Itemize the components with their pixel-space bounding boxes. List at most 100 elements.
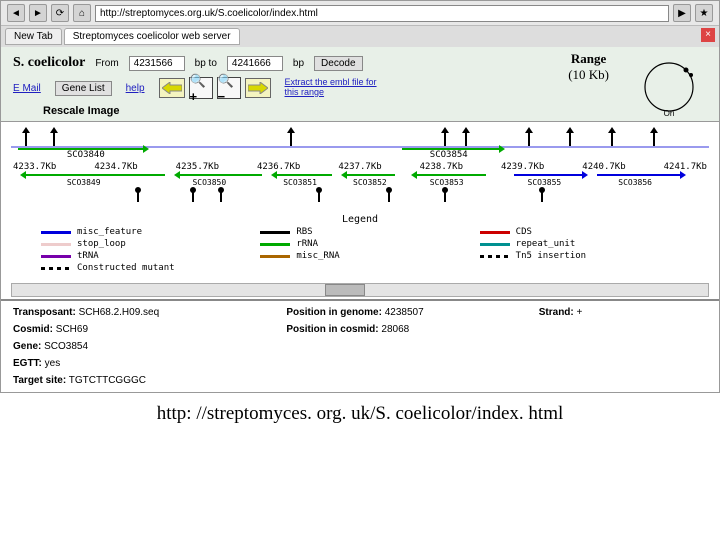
swatch-icon xyxy=(260,243,290,246)
gene-list-button[interactable]: Gene List xyxy=(55,81,112,96)
detail-egtt: EGTT: yes xyxy=(13,358,286,369)
detail-target: Target site: TGTCTTCGGGC xyxy=(13,375,286,386)
nav-controls: 🔍+ 🔍− xyxy=(159,77,271,99)
swatch-icon xyxy=(480,255,510,258)
coord-tick: 4236.7Kb xyxy=(257,162,300,172)
legend-item: Constructed mutant xyxy=(41,263,240,273)
coord-tick: 4234.7Kb xyxy=(94,162,137,172)
range-value: (10 Kb) xyxy=(568,67,609,83)
insertion-pin xyxy=(541,190,543,202)
decode-button[interactable]: Decode xyxy=(314,56,362,71)
insertion-pin xyxy=(318,190,320,202)
insertion-pin xyxy=(220,190,222,202)
reload-icon[interactable]: ⟳ xyxy=(51,4,69,22)
legend-item: stop_loop xyxy=(41,239,240,249)
track-baseline: SCO3840 SCO3854 xyxy=(11,146,709,148)
insertion-pin xyxy=(444,190,446,202)
insertion-pin xyxy=(137,190,139,202)
email-link[interactable]: E Mail xyxy=(13,83,41,94)
detail-panel: Transposant: SCH68.2.H09.seq Position in… xyxy=(1,299,719,392)
from-label: From xyxy=(95,58,118,69)
track-marker xyxy=(465,132,467,146)
detail-pos-genome: Position in genome: 4238507 xyxy=(286,307,538,318)
swatch-icon xyxy=(41,231,71,234)
detail-strand: Strand: + xyxy=(539,307,707,318)
feature-label: SCO3849 xyxy=(67,178,101,187)
feature-arrow xyxy=(179,174,263,176)
insertion-pin xyxy=(192,190,194,202)
swatch-icon xyxy=(41,243,71,246)
range-display: Range (10 Kb) xyxy=(568,51,609,83)
from-input[interactable] xyxy=(129,56,185,71)
range-title: Range xyxy=(568,51,609,67)
track-marker xyxy=(444,132,446,146)
feature-arrow xyxy=(276,174,332,176)
home-icon[interactable]: ⌂ xyxy=(73,4,91,22)
coord-tick: 4240.7Kb xyxy=(582,162,625,172)
feature-label: SCO3855 xyxy=(528,178,562,187)
swatch-icon xyxy=(480,243,510,246)
feature-label: SCO3852 xyxy=(353,178,387,187)
swatch-icon xyxy=(260,255,290,258)
end-label: bp xyxy=(293,58,304,69)
bookmark-icon[interactable]: ★ xyxy=(695,4,713,22)
legend-item: misc_RNA xyxy=(260,251,459,261)
track-marker xyxy=(528,132,530,146)
legend-item: Tn5 insertion xyxy=(480,251,679,261)
organism-title: S. coelicolor xyxy=(13,55,85,71)
coord-tick: 4239.7Kb xyxy=(501,162,544,172)
insertion-pin xyxy=(388,190,390,202)
page-content: S. coelicolor From bp to bp Decode Range… xyxy=(1,47,719,121)
swatch-icon xyxy=(260,231,290,234)
feature-arrow xyxy=(416,174,486,176)
embl-extract-link[interactable]: Extract the embl file for this range xyxy=(285,78,379,98)
coord-tick: 4238.7Kb xyxy=(420,162,463,172)
forward-icon[interactable]: ► xyxy=(29,4,47,22)
tab-new[interactable]: New Tab xyxy=(5,28,62,45)
legend-item: tRNA xyxy=(41,251,240,261)
url-bar[interactable]: http://streptomyces.org.uk/S.coelicolor/… xyxy=(95,5,669,22)
track-marker xyxy=(653,132,655,146)
swatch-icon xyxy=(480,231,510,234)
to-input[interactable] xyxy=(227,56,283,71)
track-marker xyxy=(290,132,292,146)
footer-caption: http: //streptomyces. org. uk/S. coelico… xyxy=(0,393,720,435)
zoom-out-button[interactable]: 🔍− xyxy=(217,77,241,99)
zoom-in-button[interactable]: 🔍+ xyxy=(189,77,213,99)
back-icon[interactable]: ◄ xyxy=(7,4,25,22)
legend-item: misc_feature xyxy=(41,227,240,237)
horizontal-scrollbar[interactable] xyxy=(11,283,709,297)
close-icon[interactable]: × xyxy=(701,28,715,42)
feature-label: SCO3856 xyxy=(618,178,652,187)
feature-label: SCO3850 xyxy=(192,178,226,187)
detail-transposant: Transposant: SCH68.2.H09.seq xyxy=(13,307,286,318)
legend: misc_feature RBS CDS stop_loop rRNA repe… xyxy=(11,227,709,279)
feature-arrow xyxy=(514,174,584,176)
scroll-left-button[interactable] xyxy=(159,78,185,98)
tab-active[interactable]: Streptomyces coelicolor web server xyxy=(64,28,240,45)
track-marker xyxy=(53,132,55,146)
insertion-row xyxy=(11,190,709,208)
help-link[interactable]: help xyxy=(126,83,145,94)
feature-label: SCO3851 xyxy=(283,178,317,187)
browser-toolbar: ◄ ► ⟳ ⌂ http://streptomyces.org.uk/S.coe… xyxy=(1,1,719,26)
mid-label: bp to xyxy=(195,58,217,69)
go-icon[interactable]: ▶ xyxy=(673,4,691,22)
legend-item: CDS xyxy=(480,227,679,237)
feature-label: SCO3853 xyxy=(430,178,464,187)
scroll-thumb[interactable] xyxy=(325,284,365,296)
detail-cosmid: Cosmid: SCH69 xyxy=(13,324,286,335)
browser-window: ◄ ► ⟳ ⌂ http://streptomyces.org.uk/S.coe… xyxy=(0,0,720,393)
coord-tick: 4235.7Kb xyxy=(176,162,219,172)
svg-text:Ori: Ori xyxy=(664,109,675,117)
scroll-right-button[interactable] xyxy=(245,78,271,98)
tab-bar: New Tab Streptomyces coelicolor web serv… xyxy=(1,26,719,47)
detail-pos-cosmid: Position in cosmid: 28068 xyxy=(286,324,538,335)
swatch-icon xyxy=(41,267,71,270)
legend-item: repeat_unit xyxy=(480,239,679,249)
rescale-link[interactable]: Rescale Image xyxy=(43,105,707,117)
genome-track: SCO3840 SCO3854 4233.7Kb 4234.7Kb 4235.7… xyxy=(1,121,719,299)
legend-item: RBS xyxy=(260,227,459,237)
legend-title: Legend xyxy=(11,214,709,225)
feature-row: SCO3849 SCO3850 SCO3851 SCO3852 SCO3853 … xyxy=(11,174,709,188)
